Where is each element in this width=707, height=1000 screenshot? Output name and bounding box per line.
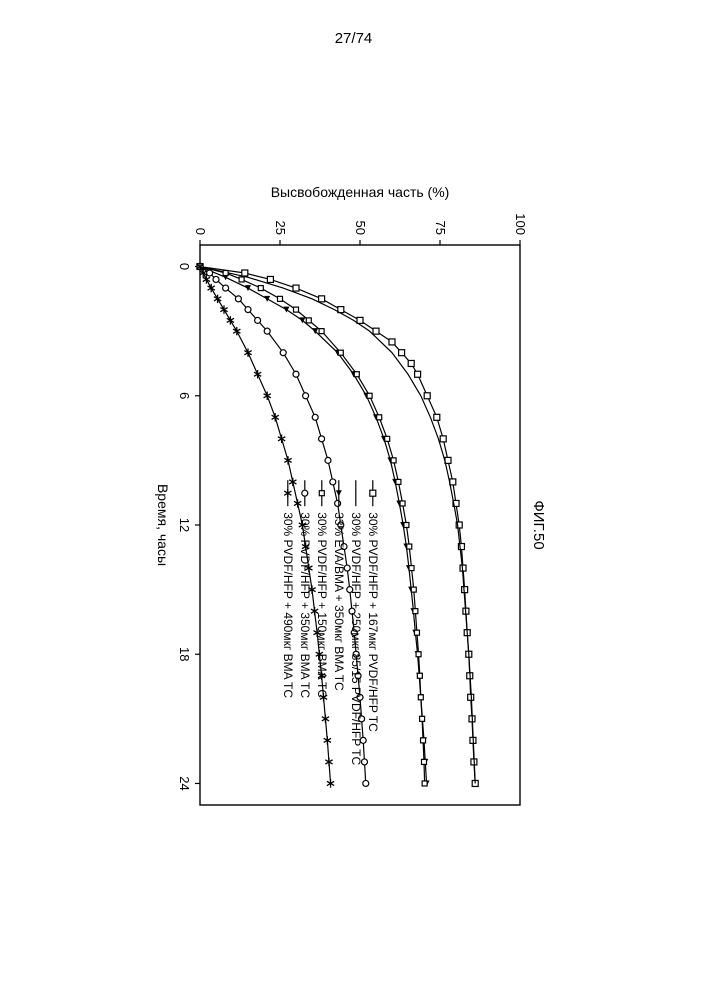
svg-text:0: 0 bbox=[177, 263, 192, 270]
svg-text:0: 0 bbox=[193, 228, 208, 235]
svg-text:Время, часы: Время, часы bbox=[155, 484, 171, 566]
svg-text:75: 75 bbox=[433, 221, 448, 235]
svg-text:25: 25 bbox=[273, 221, 288, 235]
series-s6 bbox=[196, 262, 334, 787]
legend-s6: 30% PVDF/HFP + 490мкг BMA TC bbox=[281, 480, 295, 698]
svg-text:18: 18 bbox=[177, 647, 192, 661]
svg-text:100: 100 bbox=[513, 213, 528, 235]
legend-s5: 30% PVDF/HFP + 350мкг BMA TC bbox=[298, 480, 312, 698]
svg-text:12: 12 bbox=[177, 518, 192, 532]
legend-s1: 30% PVDF/HFP + 167мкг PVDF/HFP TC bbox=[366, 480, 380, 732]
chart-container: ФИГ.50 0 6 12 18 24 0 25 50 75 100 Время, часы Высво… bbox=[130, 170, 550, 850]
svg-text:50: 50 bbox=[353, 221, 368, 235]
svg-text:30% PVDF/HFP + 150мкг BMA TC: 30% PVDF/HFP + 150мкг BMA TC bbox=[315, 512, 329, 698]
legend-s2: 30% PVDF/HFP + 250мкг 85/15 PVDF/HFP TC bbox=[349, 480, 363, 765]
svg-text:33% EVA/BMA + 350мкг BMA TC: 33% EVA/BMA + 350мкг BMA TC bbox=[332, 512, 346, 691]
page: 27/74 ФИГ.50 0 6 12 18 24 0 25 50 75 100 Время, час… bbox=[0, 0, 707, 1000]
legend-s4: 30% PVDF/HFP + 150мкг BMA TC bbox=[315, 480, 329, 698]
legend-s3: 33% EVA/BMA + 350мкг BMA TC bbox=[332, 480, 346, 691]
svg-text:30% PVDF/HFP + 250мкг 85/15 PV: 30% PVDF/HFP + 250мкг 85/15 PVDF/HFP TC bbox=[349, 512, 363, 765]
svg-text:ФИГ.50: ФИГ.50 bbox=[530, 500, 547, 549]
svg-text:30% PVDF/HFP + 350мкг BMA TC: 30% PVDF/HFP + 350мкг BMA TC bbox=[298, 512, 312, 698]
svg-text:30% PVDF/HFP + 167мкг PVDF/HFP: 30% PVDF/HFP + 167мкг PVDF/HFP TC bbox=[366, 512, 380, 732]
page-number: 27/74 bbox=[0, 30, 707, 47]
svg-text:30% PVDF/HFP + 490мкг BMA TC: 30% PVDF/HFP + 490мкг BMA TC bbox=[281, 512, 295, 698]
release-chart: ФИГ.50 0 6 12 18 24 0 25 50 75 100 Время, часы Высво… bbox=[130, 170, 550, 850]
svg-text:24: 24 bbox=[177, 776, 192, 790]
figure-wrap: ФИГ.50061218240255075100Время, часыВысво… bbox=[0, 300, 680, 720]
svg-text:Высвобожденная часть (%): Высвобожденная часть (%) bbox=[271, 184, 450, 200]
svg-text:6: 6 bbox=[177, 392, 192, 399]
